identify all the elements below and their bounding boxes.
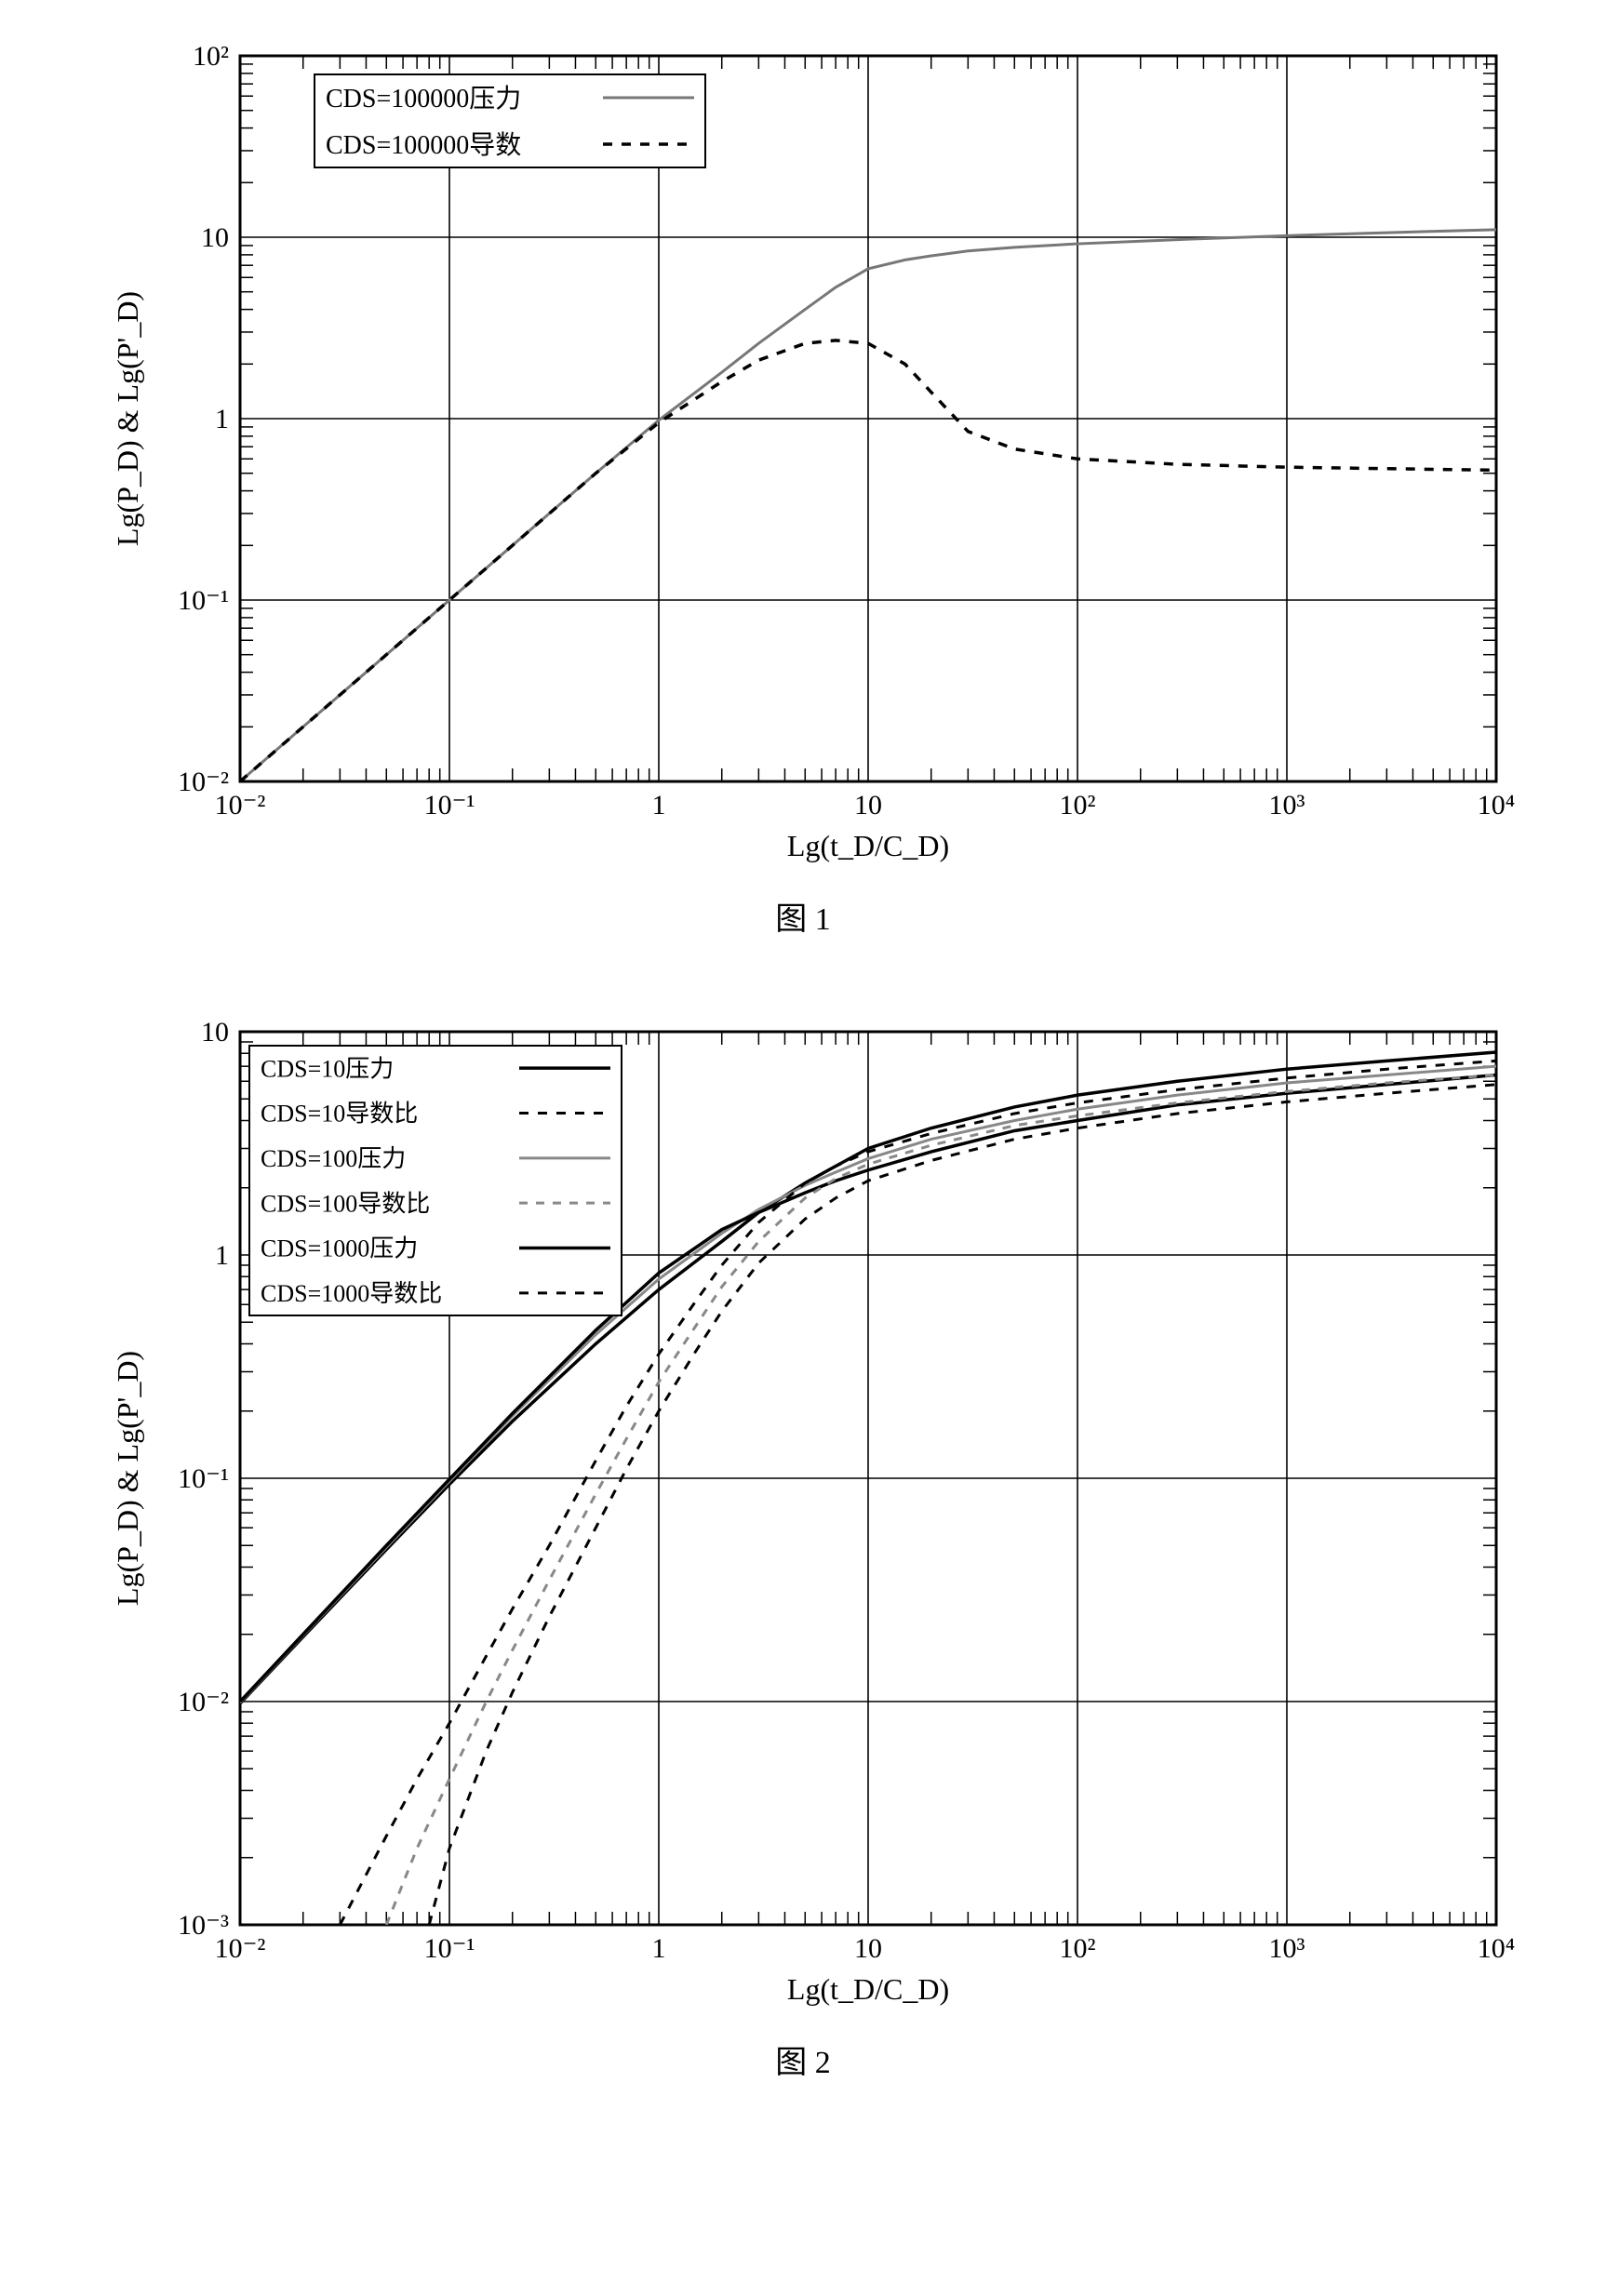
- legend-label: CDS=100导数比: [261, 1190, 430, 1217]
- y-axis-label: Lg(P_D) & Lg(P'_D): [111, 291, 144, 546]
- caption-2: 图 2: [19, 2036, 1587, 2082]
- y-tick-label: 10⁻¹: [178, 1463, 229, 1494]
- y-tick-label: 1: [215, 404, 229, 434]
- loglog-chart-2: 10⁻²10⁻¹11010²10³10⁴10⁻³10⁻²10⁻¹110CDS=1…: [82, 994, 1524, 2018]
- y-tick-label: 10⁻³: [178, 1910, 229, 1941]
- x-tick-label: 1: [652, 1933, 666, 1964]
- legend-label: CDS=100000导数: [326, 130, 521, 160]
- x-tick-label: 10³: [1269, 1933, 1305, 1964]
- y-tick-label: 10²: [193, 41, 229, 72]
- legend-label: CDS=1000压力: [261, 1235, 418, 1262]
- legend-label: CDS=1000导数比: [261, 1280, 442, 1307]
- x-tick-label: 10⁻¹: [424, 790, 475, 821]
- x-axis-label: Lg(t_D/C_D): [787, 1972, 949, 2006]
- y-tick-label: 10⁻²: [178, 1687, 229, 1717]
- y-tick-label: 10: [201, 1017, 229, 1048]
- y-tick-label: 1: [215, 1240, 229, 1271]
- x-tick-label: 1: [652, 790, 666, 821]
- legend-label: CDS=10导数比: [261, 1101, 418, 1128]
- y-tick-label: 10: [201, 222, 229, 253]
- chart-1: 10⁻²10⁻¹11010²10³10⁴10⁻²10⁻¹11010²CDS=10…: [19, 19, 1587, 874]
- legend-label: CDS=100压力: [261, 1145, 406, 1172]
- legend-label: CDS=10压力: [261, 1055, 394, 1082]
- legend-box: [249, 1046, 622, 1315]
- caption-1: 图 1: [19, 893, 1587, 939]
- x-tick-label: 10²: [1060, 790, 1096, 821]
- y-tick-label: 10⁻²: [178, 767, 229, 797]
- x-tick-label: 10²: [1060, 1933, 1096, 1964]
- figure-1: 10⁻²10⁻¹11010²10³10⁴10⁻²10⁻¹11010²CDS=10…: [19, 19, 1587, 939]
- x-tick-label: 10: [854, 790, 882, 821]
- x-tick-label: 10: [854, 1933, 882, 1964]
- figure-2: 10⁻²10⁻¹11010²10³10⁴10⁻³10⁻²10⁻¹110CDS=1…: [19, 994, 1587, 2082]
- x-tick-label: 10⁻¹: [424, 1933, 475, 1964]
- chart-2: 10⁻²10⁻¹11010²10³10⁴10⁻³10⁻²10⁻¹110CDS=1…: [19, 994, 1587, 2018]
- x-axis-label: Lg(t_D/C_D): [787, 829, 949, 862]
- x-tick-label: 10³: [1269, 790, 1305, 821]
- x-tick-label: 10⁴: [1478, 1933, 1515, 1964]
- y-tick-label: 10⁻¹: [178, 585, 229, 616]
- y-axis-label: Lg(P_D) & Lg(P'_D): [111, 1351, 144, 1606]
- legend-label: CDS=100000压力: [326, 84, 521, 113]
- x-tick-label: 10⁴: [1478, 790, 1515, 821]
- loglog-chart-1: 10⁻²10⁻¹11010²10³10⁴10⁻²10⁻¹11010²CDS=10…: [82, 19, 1524, 874]
